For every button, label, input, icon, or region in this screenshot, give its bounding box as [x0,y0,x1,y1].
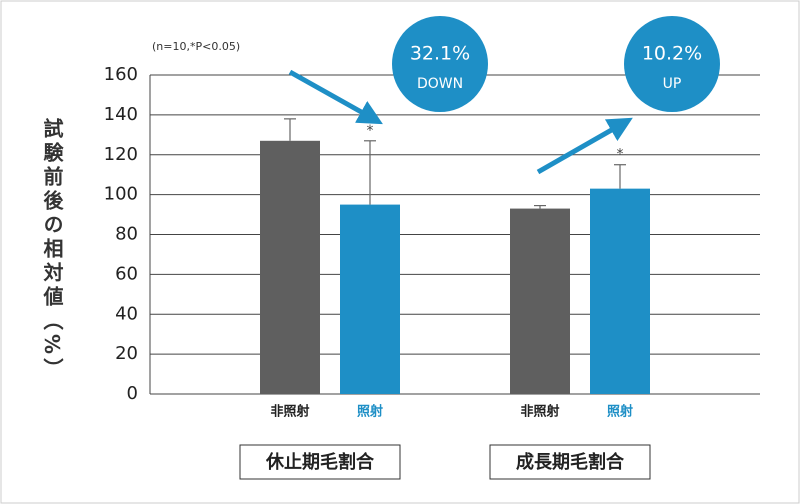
bar [260,140,320,394]
significance-marker: * [617,147,624,163]
annotation-bubble [624,16,720,112]
y-tick-label: 100 [104,184,138,205]
y-tick-label: 20 [115,343,138,364]
significance-marker: * [367,123,374,139]
annotation-bubble [392,16,488,112]
y-tick-label: 60 [115,263,138,284]
group-label: 成長期毛割合 [516,451,625,473]
y-tick-label: 120 [104,144,138,165]
bar [510,208,570,394]
group-box [239,444,401,480]
bar-label: 照射 [607,404,633,420]
annotation-arrow [536,117,633,175]
bar-label: 照射 [357,404,383,420]
y-tick-label: 0 [127,383,138,404]
y-tick-label: 40 [115,303,138,324]
group-box [489,444,651,480]
group-label: 休止期毛割合 [265,451,375,473]
note: (n=10,*P<0.05) [152,40,240,53]
annotation-arrow [288,69,383,125]
y-tick-label: 140 [104,104,138,125]
y-tick-label: 160 [104,64,138,85]
annotation-label: UP [663,76,682,92]
annotation-label: DOWN [417,76,463,92]
annotation-value: 32.1% [410,43,470,65]
bar [340,204,400,394]
bar [590,188,650,394]
y-tick-label: 80 [115,224,138,245]
bar-label: 非照射 [270,404,309,420]
bar-label: 非照射 [520,404,559,420]
annotation-value: 10.2% [642,43,702,65]
y-axis-label: 試験前後の相対値（%） [40,117,64,382]
